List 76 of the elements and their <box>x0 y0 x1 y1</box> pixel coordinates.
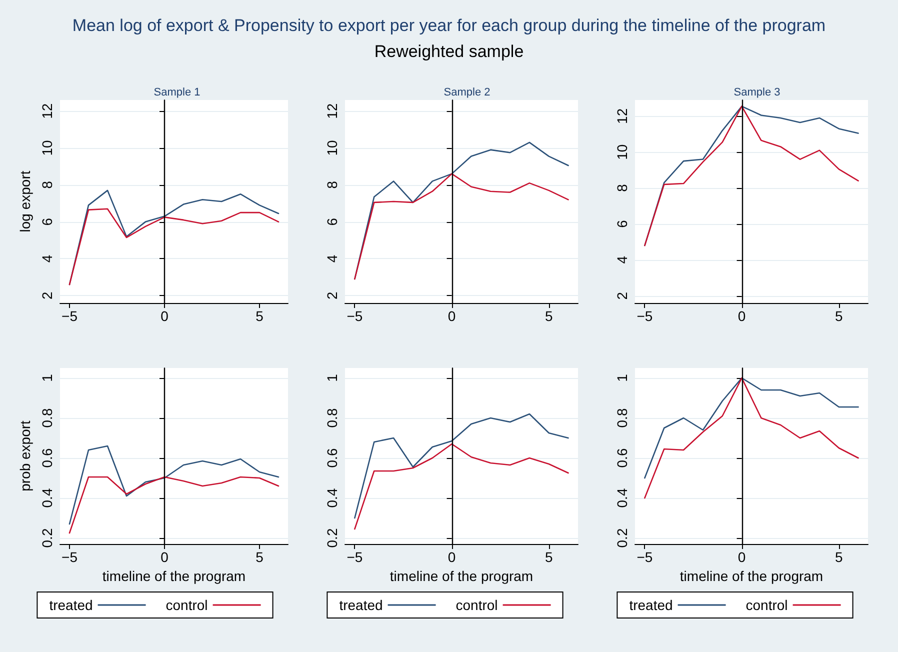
y-tick-label: 0.4 <box>324 488 340 508</box>
chart-title: Sample 1 <box>154 86 200 98</box>
y-tick-label: 12 <box>39 103 55 119</box>
chart-title: Sample 2 <box>444 86 490 98</box>
y-tick-label: 4 <box>614 256 630 264</box>
legend-label: control <box>166 597 208 613</box>
line-series <box>354 413 569 519</box>
x-axis-title: timeline of the program <box>102 568 246 584</box>
x-tick-label: −5 <box>636 549 653 565</box>
y-tick-label: 0.6 <box>324 448 340 468</box>
y-tick-label: 0.8 <box>324 408 340 428</box>
y-tick-label: 0.8 <box>39 408 55 428</box>
x-tick-label: −5 <box>62 549 78 565</box>
x-tick-label: 0 <box>738 308 746 324</box>
x-tick-label: 5 <box>544 549 553 565</box>
y-tick-label: 0.6 <box>39 448 55 468</box>
x-tick-label: 5 <box>256 549 264 565</box>
x-tick-label: −5 <box>62 308 78 324</box>
line-series <box>68 476 280 534</box>
y-tick-label: 2 <box>614 292 630 300</box>
x-tick-label: 0 <box>448 549 456 565</box>
x-tick-label: −5 <box>346 308 363 324</box>
line-series <box>644 377 859 479</box>
y-tick-label: 6 <box>614 220 630 228</box>
text: Mean log of export & Propensity to export per year for each group during the timeline of the program <box>71 16 827 36</box>
x-tick-label: −5 <box>346 549 363 565</box>
legend-label: control <box>456 597 498 613</box>
y-tick-label: 10 <box>39 140 55 156</box>
y-tick-label: 0.4 <box>614 488 630 508</box>
y-tick-label: 0.4 <box>39 488 55 508</box>
y-tick-label: 4 <box>39 254 55 263</box>
x-tick-label: 0 <box>160 549 169 565</box>
y-tick-label: 10 <box>324 140 340 156</box>
y-tick-label: 4 <box>324 254 340 263</box>
y-axis-title: prob export <box>17 420 33 492</box>
legend-label: control <box>746 597 788 613</box>
y-tick-label: 8 <box>614 184 630 192</box>
x-tick-label: 0 <box>160 308 169 324</box>
y-tick-label: 12 <box>324 103 340 119</box>
legend-label: treated <box>49 597 93 613</box>
y-tick-label: 1 <box>614 374 630 382</box>
y-tick-label: 1 <box>324 374 340 382</box>
y-tick-label: 0.2 <box>324 528 340 548</box>
x-tick-label: 0 <box>738 549 746 565</box>
x-axis-title: timeline of the program <box>680 568 824 584</box>
y-axis-title: log export <box>17 170 33 232</box>
legend-label: treated <box>629 597 673 613</box>
y-tick-label: 2 <box>324 292 340 300</box>
y-tick-label: 12 <box>614 108 630 124</box>
line-series <box>354 173 569 280</box>
y-tick-label: 8 <box>324 180 340 189</box>
x-tick-label: 5 <box>544 308 553 324</box>
y-tick-label: 2 <box>39 292 55 300</box>
x-tick-label: 0 <box>448 308 456 324</box>
x-tick-label: 5 <box>834 308 843 324</box>
text: Reweighted sample <box>373 42 525 62</box>
x-tick-label: −5 <box>636 308 653 324</box>
y-tick-label: 6 <box>324 218 340 226</box>
line-series <box>68 208 280 286</box>
y-tick-label: 0.8 <box>614 408 630 428</box>
y-tick-label: 8 <box>39 180 55 189</box>
chart-title: Sample 3 <box>734 86 780 98</box>
x-axis-title: timeline of the program <box>390 568 534 584</box>
x-tick-label: 5 <box>256 308 264 324</box>
y-tick-label: 6 <box>39 218 55 226</box>
y-tick-label: 0.6 <box>614 448 630 468</box>
x-tick-label: 5 <box>834 549 843 565</box>
y-tick-label: 0.2 <box>39 528 55 548</box>
line-series <box>354 443 569 530</box>
y-tick-label: 10 <box>614 144 630 160</box>
y-tick-label: 1 <box>39 374 55 382</box>
legend-label: treated <box>339 597 383 613</box>
line-series <box>644 106 859 246</box>
line-series <box>68 445 280 525</box>
y-tick-label: 0.2 <box>614 528 630 548</box>
line-series <box>644 377 859 499</box>
